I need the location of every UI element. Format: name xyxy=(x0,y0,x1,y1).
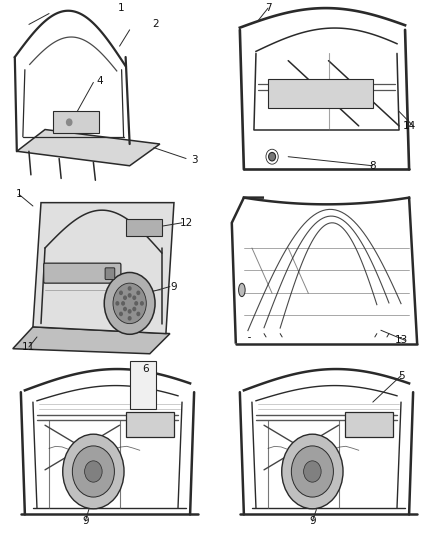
Circle shape xyxy=(268,152,276,161)
Text: 12: 12 xyxy=(180,218,193,228)
Text: 8: 8 xyxy=(370,161,376,171)
Circle shape xyxy=(141,302,143,305)
Circle shape xyxy=(291,446,333,497)
Text: 14: 14 xyxy=(403,121,416,131)
Circle shape xyxy=(67,119,72,125)
Circle shape xyxy=(120,312,122,316)
Polygon shape xyxy=(13,327,170,354)
Circle shape xyxy=(113,283,146,324)
Circle shape xyxy=(124,308,126,311)
Text: 9: 9 xyxy=(171,281,177,292)
Text: 3: 3 xyxy=(191,155,198,165)
Circle shape xyxy=(63,434,124,509)
Text: 9: 9 xyxy=(82,516,88,526)
Text: 6: 6 xyxy=(142,364,149,374)
Bar xyxy=(345,412,393,437)
Text: 11: 11 xyxy=(22,342,35,352)
Ellipse shape xyxy=(239,284,245,296)
Text: 4: 4 xyxy=(96,76,103,86)
Circle shape xyxy=(133,308,136,311)
Circle shape xyxy=(137,312,140,316)
FancyBboxPatch shape xyxy=(53,111,99,133)
Circle shape xyxy=(122,302,124,305)
Circle shape xyxy=(133,296,136,300)
Circle shape xyxy=(137,291,140,294)
Circle shape xyxy=(304,461,321,482)
Circle shape xyxy=(128,294,131,297)
Text: 2: 2 xyxy=(152,19,159,29)
Circle shape xyxy=(135,302,138,305)
Circle shape xyxy=(104,272,155,334)
Circle shape xyxy=(116,302,119,305)
Circle shape xyxy=(128,287,131,290)
Polygon shape xyxy=(17,130,160,166)
Circle shape xyxy=(128,310,131,313)
Text: 5: 5 xyxy=(398,370,404,381)
Bar xyxy=(268,79,373,108)
FancyBboxPatch shape xyxy=(105,268,115,279)
Bar xyxy=(126,220,162,236)
Text: 1: 1 xyxy=(15,189,22,199)
Circle shape xyxy=(282,434,343,509)
Circle shape xyxy=(124,296,126,300)
Circle shape xyxy=(120,291,122,294)
Circle shape xyxy=(72,446,114,497)
Polygon shape xyxy=(33,203,174,334)
Text: 13: 13 xyxy=(394,335,408,345)
Text: 1: 1 xyxy=(118,3,125,13)
Bar xyxy=(126,412,174,437)
Circle shape xyxy=(128,317,131,320)
Bar xyxy=(130,361,156,409)
Circle shape xyxy=(85,461,102,482)
FancyBboxPatch shape xyxy=(44,263,121,283)
Text: 9: 9 xyxy=(309,516,316,526)
Text: 7: 7 xyxy=(265,3,272,13)
